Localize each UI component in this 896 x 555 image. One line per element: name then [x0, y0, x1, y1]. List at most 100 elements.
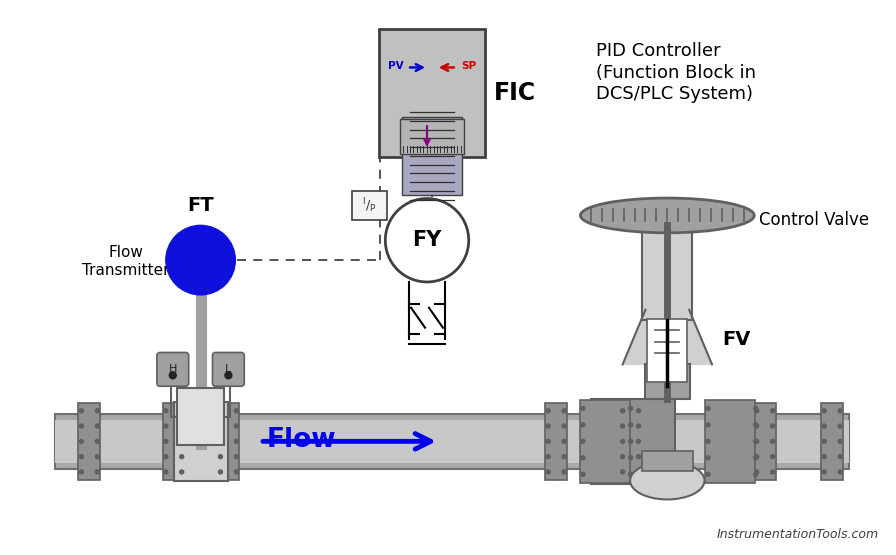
Circle shape [838, 455, 842, 458]
Circle shape [823, 440, 826, 443]
Circle shape [629, 423, 633, 427]
Circle shape [581, 440, 585, 443]
Text: PID Controller: PID Controller [596, 42, 720, 59]
Circle shape [164, 424, 168, 428]
Circle shape [838, 424, 842, 428]
Text: Flow: Flow [266, 427, 336, 453]
Circle shape [95, 424, 99, 428]
Circle shape [164, 409, 168, 413]
Circle shape [164, 470, 168, 474]
Circle shape [235, 455, 238, 458]
FancyBboxPatch shape [401, 117, 462, 195]
Circle shape [771, 455, 774, 458]
Circle shape [80, 455, 83, 458]
Circle shape [629, 440, 633, 443]
Circle shape [754, 424, 759, 428]
FancyBboxPatch shape [157, 352, 189, 386]
Circle shape [771, 470, 774, 474]
Circle shape [562, 455, 566, 458]
FancyBboxPatch shape [79, 403, 100, 480]
Circle shape [180, 455, 184, 458]
Circle shape [164, 455, 168, 458]
Circle shape [235, 440, 238, 443]
Circle shape [581, 456, 585, 460]
Text: H: H [168, 364, 177, 375]
Circle shape [385, 199, 469, 282]
Circle shape [771, 409, 774, 413]
Circle shape [562, 470, 566, 474]
Circle shape [80, 470, 83, 474]
Circle shape [581, 406, 585, 410]
Circle shape [823, 424, 826, 428]
Text: FIC: FIC [494, 81, 536, 105]
Circle shape [706, 406, 710, 410]
Circle shape [754, 440, 758, 443]
FancyBboxPatch shape [648, 319, 687, 382]
Text: Control Valve: Control Valve [759, 211, 869, 229]
Circle shape [219, 455, 222, 458]
Circle shape [629, 472, 633, 476]
Circle shape [166, 225, 236, 295]
Text: FY: FY [412, 230, 442, 250]
Text: FT: FT [187, 196, 214, 215]
Circle shape [621, 440, 625, 443]
Circle shape [636, 455, 641, 458]
FancyBboxPatch shape [55, 420, 849, 463]
Text: InstrumentationTools.com: InstrumentationTools.com [717, 528, 879, 541]
Circle shape [621, 470, 625, 474]
Circle shape [629, 456, 633, 460]
Circle shape [771, 424, 774, 428]
Circle shape [547, 424, 550, 428]
Polygon shape [623, 310, 712, 365]
Circle shape [562, 409, 566, 413]
Circle shape [621, 455, 625, 458]
Text: SP: SP [461, 62, 476, 72]
FancyBboxPatch shape [212, 352, 245, 386]
Circle shape [754, 470, 759, 474]
Circle shape [547, 409, 550, 413]
Circle shape [547, 470, 550, 474]
Circle shape [95, 409, 99, 413]
Circle shape [581, 472, 585, 476]
Circle shape [754, 409, 759, 413]
Circle shape [180, 440, 184, 443]
FancyBboxPatch shape [580, 400, 630, 482]
Circle shape [823, 470, 826, 474]
Text: Transmitter: Transmitter [82, 263, 170, 278]
FancyBboxPatch shape [55, 414, 849, 468]
Circle shape [95, 440, 99, 443]
FancyBboxPatch shape [645, 365, 690, 399]
FancyBboxPatch shape [163, 403, 185, 480]
Circle shape [219, 440, 222, 443]
Circle shape [95, 470, 99, 474]
Circle shape [754, 406, 758, 410]
FancyBboxPatch shape [379, 29, 485, 157]
Text: PV: PV [388, 62, 403, 72]
FancyBboxPatch shape [822, 403, 843, 480]
Circle shape [754, 423, 758, 427]
Circle shape [771, 440, 774, 443]
Circle shape [754, 455, 759, 458]
Circle shape [621, 409, 625, 413]
Circle shape [754, 440, 759, 443]
Circle shape [636, 470, 641, 474]
Circle shape [706, 472, 710, 476]
Text: DCS/PLC System): DCS/PLC System) [596, 85, 753, 103]
Circle shape [838, 409, 842, 413]
Circle shape [754, 472, 758, 476]
Circle shape [235, 470, 238, 474]
Circle shape [562, 440, 566, 443]
Circle shape [80, 440, 83, 443]
Circle shape [621, 424, 625, 428]
Circle shape [636, 424, 641, 428]
Circle shape [164, 440, 168, 443]
Circle shape [180, 409, 184, 413]
FancyBboxPatch shape [545, 403, 567, 480]
Circle shape [219, 424, 222, 428]
Text: FV: FV [722, 330, 750, 349]
Circle shape [706, 440, 710, 443]
Circle shape [562, 424, 566, 428]
Circle shape [706, 456, 710, 460]
Circle shape [838, 440, 842, 443]
Circle shape [838, 470, 842, 474]
